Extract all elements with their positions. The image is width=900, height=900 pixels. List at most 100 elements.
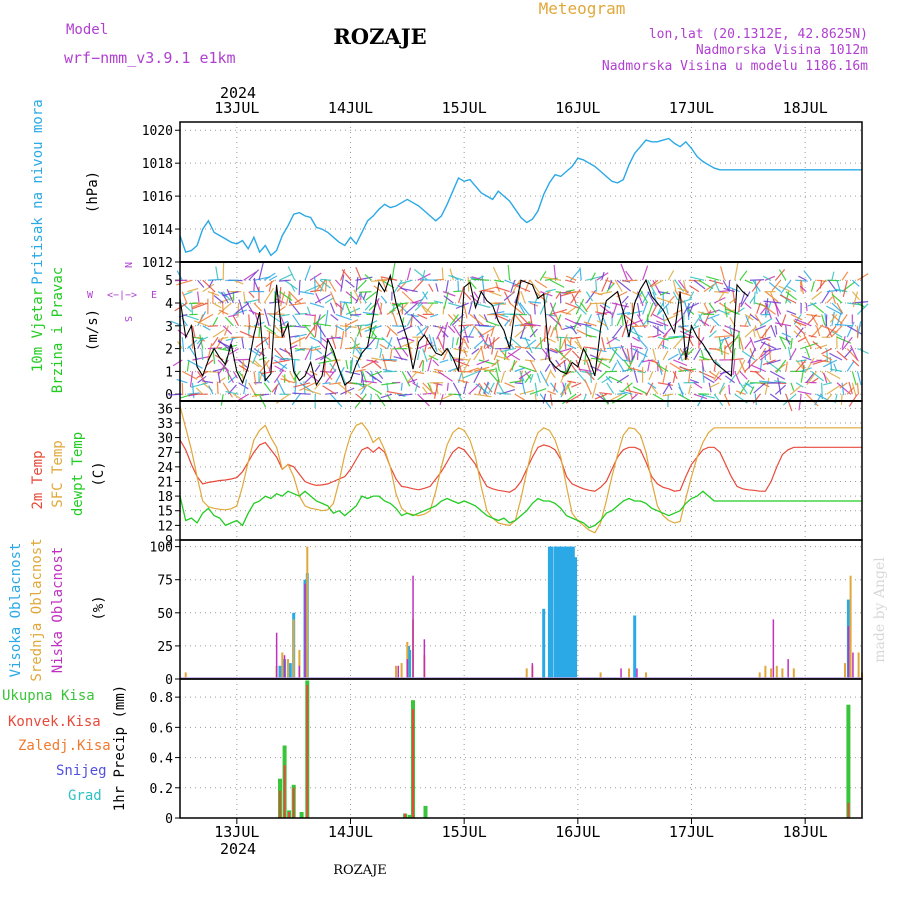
wind-barb <box>248 348 261 357</box>
wind-barb <box>276 378 286 395</box>
wind-barb <box>825 314 828 328</box>
y-tick-label: 12 <box>157 519 173 534</box>
wind-barb <box>534 291 548 303</box>
wind-barb <box>539 300 547 315</box>
wind-barb <box>335 366 345 384</box>
wind-barb <box>807 302 817 307</box>
wind-barb <box>279 273 293 281</box>
cloud-high-bar <box>542 608 546 679</box>
wind-barb <box>826 305 843 315</box>
wind-barb <box>379 348 383 359</box>
wind-barb <box>652 333 662 338</box>
precip-unit: 1hr Precip (mm) <box>112 685 128 811</box>
wind-barb <box>794 318 812 327</box>
wind-barb <box>689 276 705 281</box>
wind-barb <box>486 336 500 349</box>
wind-barb <box>621 319 629 338</box>
precip-conv-bar <box>404 813 407 818</box>
wind-barb <box>274 365 285 372</box>
wind-barb <box>764 377 770 395</box>
wind-barb <box>258 348 265 357</box>
wind-barb <box>766 359 781 365</box>
wind-barb <box>518 365 536 372</box>
wind-barb <box>495 286 510 293</box>
wind-barb <box>718 339 724 349</box>
wind-barb <box>259 359 270 372</box>
cloud-mid-bar <box>758 672 761 679</box>
wind-barb <box>536 373 541 383</box>
wind-barb <box>478 286 496 293</box>
wind-barb <box>559 337 562 352</box>
wind-barb <box>189 371 194 387</box>
wind-barb <box>506 348 521 359</box>
wind-barb <box>253 371 257 385</box>
wind-barb <box>509 314 515 327</box>
wind-barb <box>320 336 328 343</box>
y-tick-label: 27 <box>157 446 173 461</box>
wind-barb <box>841 336 846 349</box>
wind-barb <box>392 312 398 326</box>
wind-barb <box>587 314 593 324</box>
wind-barb <box>524 373 532 384</box>
wind-barb <box>841 281 856 293</box>
wind-barb <box>566 357 577 372</box>
wind-barb <box>689 285 700 293</box>
wind-barb <box>507 352 521 361</box>
wind-barb <box>647 291 657 307</box>
wind-barb <box>785 361 788 372</box>
wind-barb <box>406 371 416 384</box>
wind-barb <box>207 347 223 350</box>
wind-barb <box>241 359 245 368</box>
wind-barb <box>779 294 797 304</box>
wind-barb <box>357 382 372 392</box>
wind-barb <box>840 394 843 405</box>
y-tick-label: 0.6 <box>150 721 173 736</box>
wind-barb <box>775 269 786 281</box>
wind-barb <box>621 382 633 393</box>
wind-barb <box>217 340 234 350</box>
wind-barb <box>488 370 498 382</box>
wind-barb <box>651 386 659 395</box>
wind-barb <box>698 358 713 361</box>
wind-barb <box>810 281 815 292</box>
wind-barb <box>574 369 587 384</box>
wind-barb <box>713 359 721 367</box>
wind-barb <box>253 278 260 292</box>
wind-barb <box>657 332 668 349</box>
wind-barb <box>443 295 454 304</box>
wind-barb <box>524 339 537 350</box>
wind-barb <box>362 311 377 316</box>
wind-barb <box>202 325 211 331</box>
wind-barb <box>238 393 250 401</box>
wind-barb <box>473 291 479 299</box>
wind-barb <box>846 325 863 335</box>
wind-barb <box>754 325 766 331</box>
wind-barb <box>273 325 283 334</box>
cloud-mid-bar <box>599 672 602 679</box>
wind-barb <box>708 302 717 314</box>
wind-barb <box>361 359 377 369</box>
wind-barb <box>193 320 209 327</box>
wind-barb <box>218 336 229 340</box>
wind-barb <box>191 325 196 338</box>
cloud-low-bar <box>636 668 638 679</box>
wind-barb <box>797 336 807 343</box>
y-tick-label: 33 <box>157 417 173 432</box>
wind-barb <box>790 382 795 391</box>
wind-barb <box>698 393 716 399</box>
wind-barb <box>555 336 573 339</box>
wind-barb <box>224 367 234 384</box>
wind-barb <box>340 371 347 386</box>
cloud-low-bar <box>423 639 426 679</box>
wind-barb <box>320 350 335 361</box>
wind-barb <box>253 302 263 312</box>
wind-barb <box>380 358 398 361</box>
wind-barb <box>524 336 533 354</box>
wind-barb <box>754 325 762 341</box>
wind-barb <box>744 279 754 285</box>
cloud-high-bar <box>558 546 562 679</box>
wind-barb <box>621 302 628 315</box>
wind-barb <box>381 353 388 372</box>
wind-barb <box>539 337 543 350</box>
